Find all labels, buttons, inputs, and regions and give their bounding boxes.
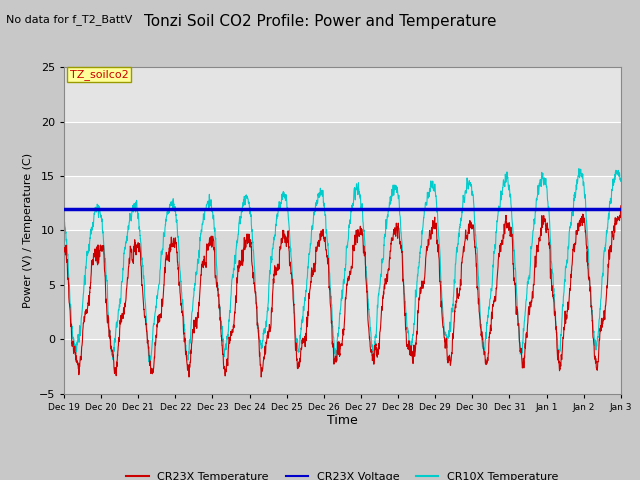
- Bar: [64, 121, 621, 176]
- Legend: CR23X Temperature, CR23X Voltage, CR10X Temperature: CR23X Temperature, CR23X Voltage, CR10X …: [122, 467, 563, 480]
- Bar: [64, 339, 621, 394]
- Bar: [64, 67, 621, 121]
- X-axis label: Time: Time: [327, 414, 358, 427]
- Y-axis label: Power (V) / Temperature (C): Power (V) / Temperature (C): [23, 153, 33, 308]
- Bar: [64, 285, 621, 339]
- Bar: [64, 176, 621, 230]
- Text: No data for f_T2_BattV: No data for f_T2_BattV: [6, 14, 132, 25]
- Bar: [64, 230, 621, 285]
- Text: TZ_soilco2: TZ_soilco2: [70, 69, 128, 80]
- Text: Tonzi Soil CO2 Profile: Power and Temperature: Tonzi Soil CO2 Profile: Power and Temper…: [144, 14, 496, 29]
